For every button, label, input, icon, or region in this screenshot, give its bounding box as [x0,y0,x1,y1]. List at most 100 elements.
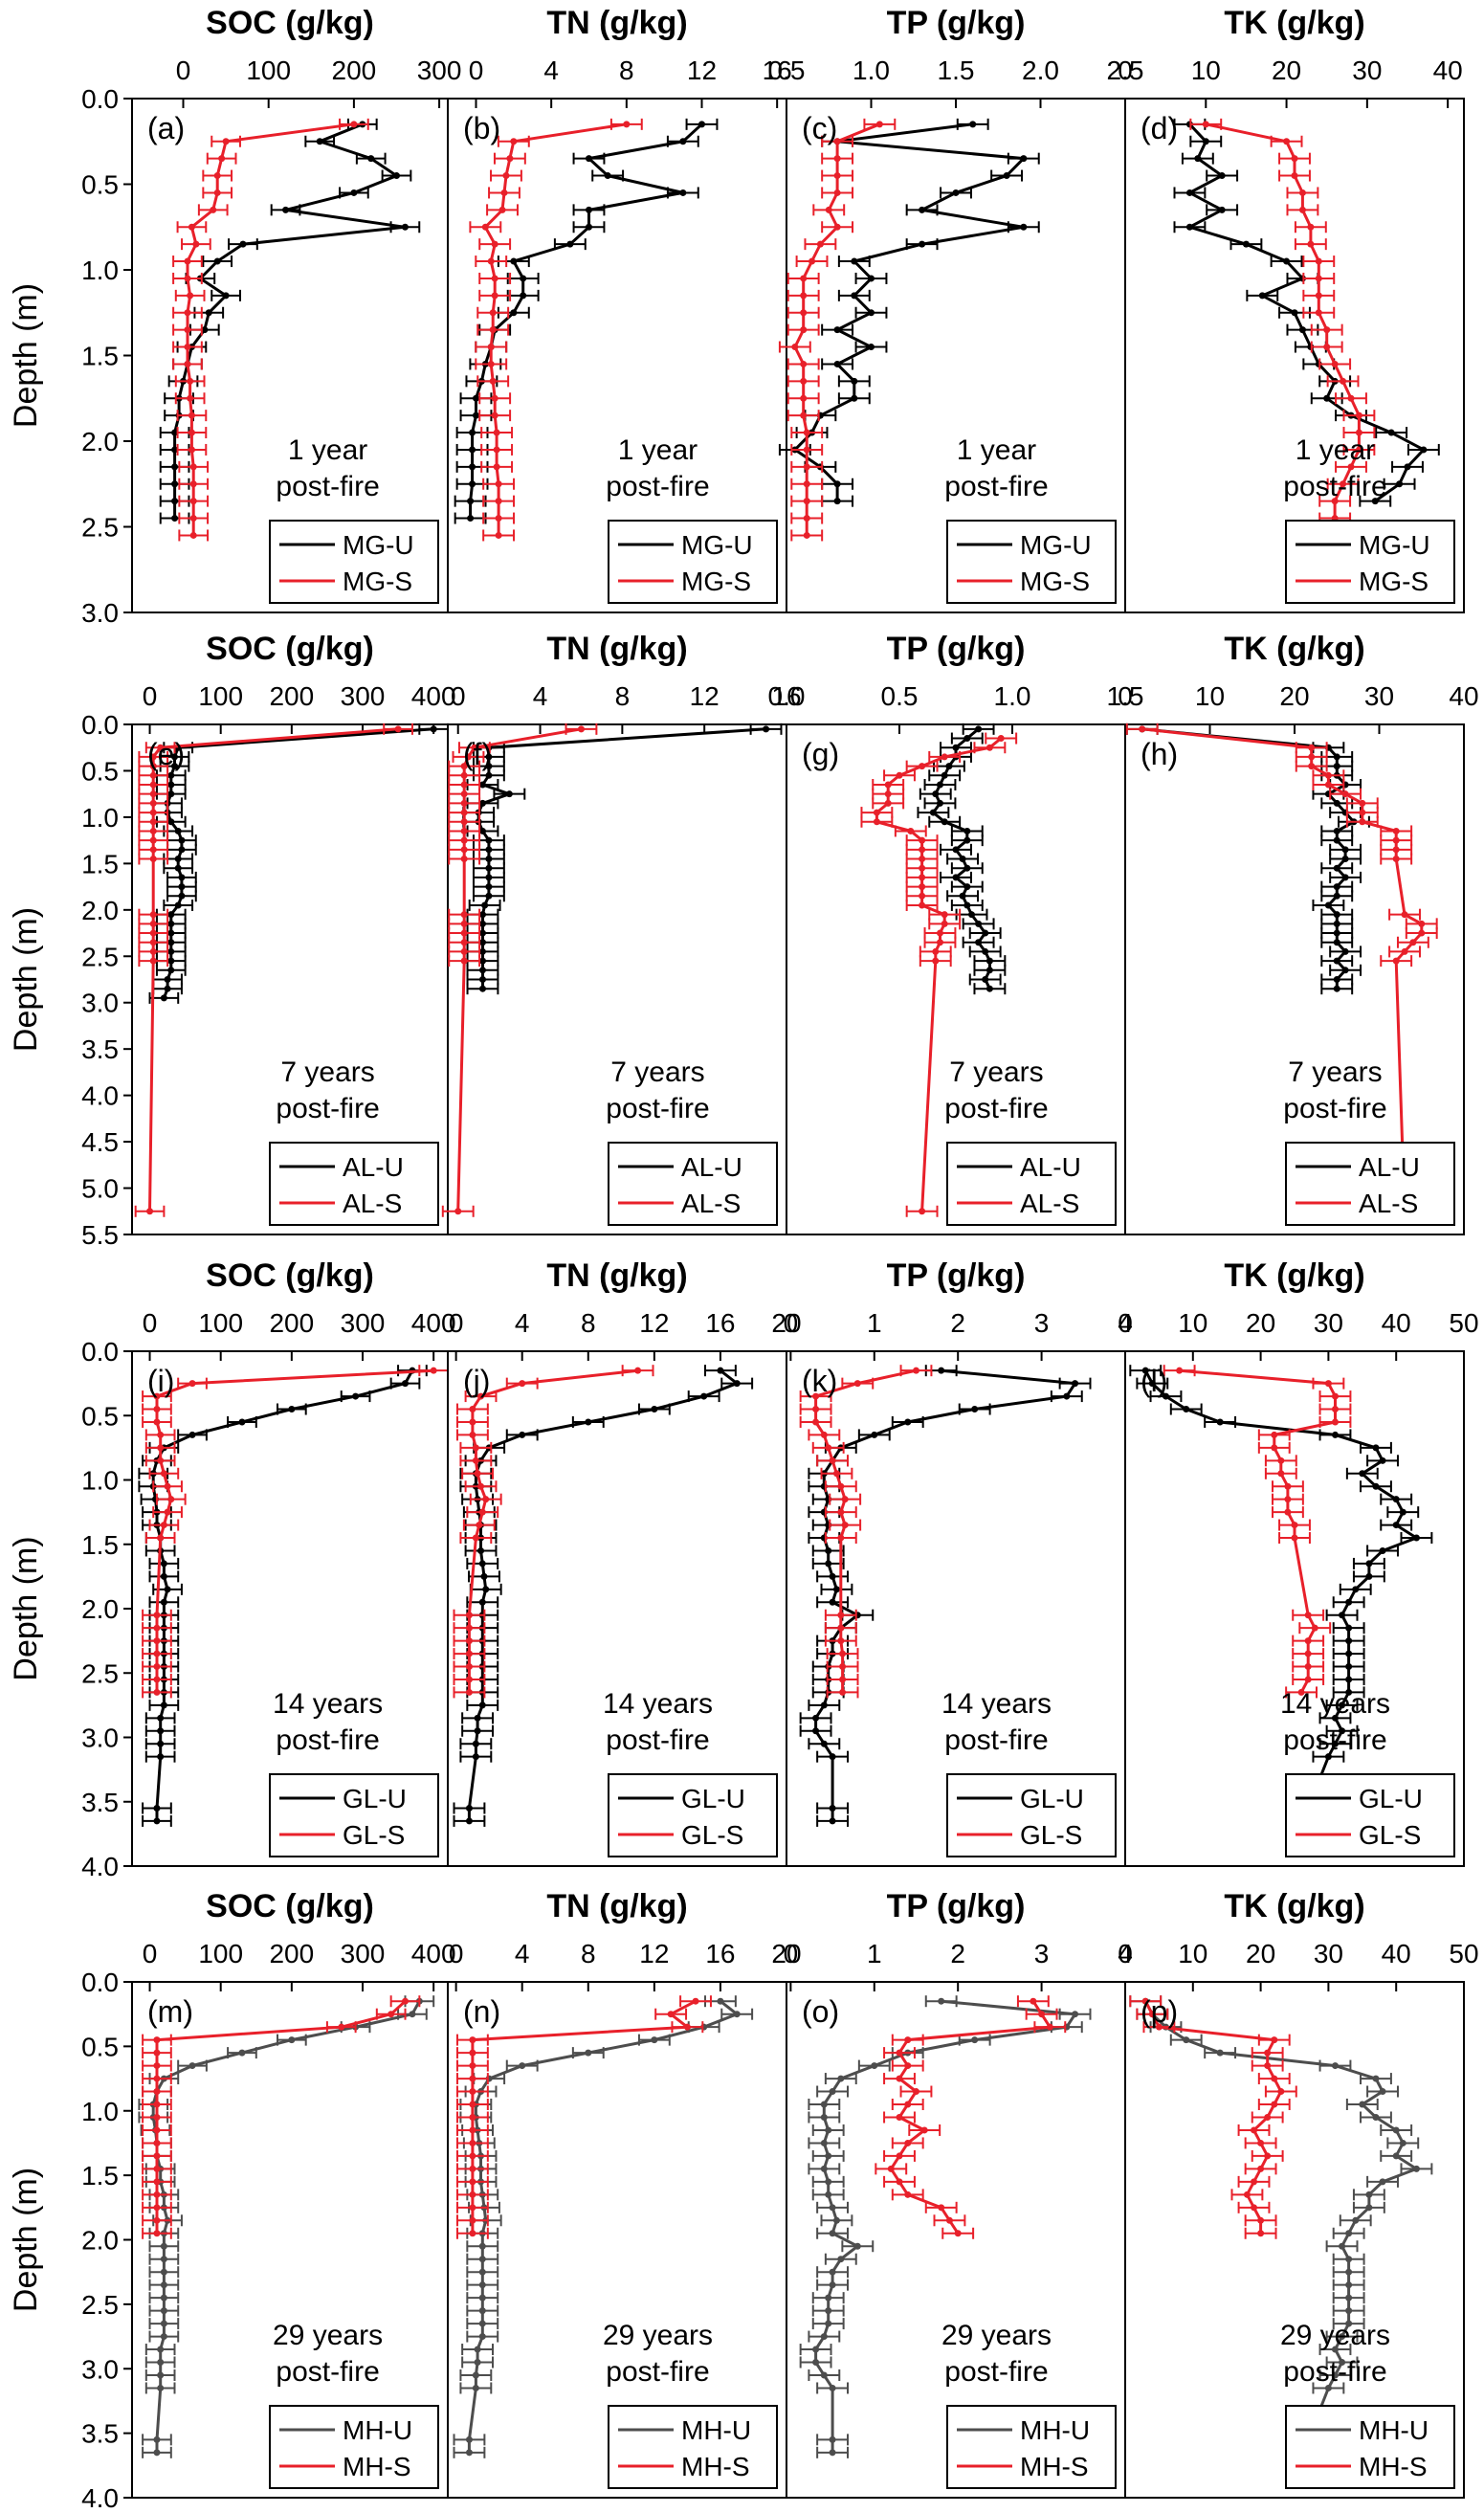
data-point [153,2449,161,2457]
legend-label: MG-S [1020,567,1090,596]
data-point [907,827,915,834]
data-point [932,790,940,798]
data-point [288,1406,296,1413]
x-tick-label: 2.0 [1022,56,1059,85]
legend-box [269,1773,439,1857]
data-point [1298,206,1306,213]
data-point [959,856,966,863]
x-tick-label: 10 [1191,56,1221,85]
data-point [1347,394,1355,402]
data-point [460,911,468,919]
data-point [469,2216,476,2224]
data-point [1392,827,1400,834]
data-point [820,2139,828,2146]
panel-letter: (p) [1141,1994,1178,2029]
series-line [148,727,399,1212]
panel-frame [1124,1981,1465,2499]
data-point [1003,172,1010,180]
data-point [160,2294,167,2302]
data-point [829,1753,836,1761]
series-MG-S [469,118,643,542]
data-point [837,1612,845,1619]
data-point [1308,763,1316,770]
data-point [500,189,508,196]
data-point [1339,2333,1346,2341]
data-point [160,1701,167,1709]
data-point [825,2320,832,2327]
data-point [222,292,230,300]
row-3: Depth (m) 0.0 0.5 1.0 1.5 2.0 2.5 3.0 3.5 4.0 SOC … [8,1257,1479,1881]
data-point [1345,1676,1353,1683]
data-point [963,864,971,872]
y-tick-label: 2.5 [81,513,119,543]
data-point [1355,429,1362,436]
data-point [833,223,841,231]
x-tick-label: 30 [1364,681,1394,711]
legend: GL-U GL-S [608,1773,778,1857]
data-point [210,206,217,213]
data-point [478,957,486,965]
y-tick-label: 3.0 [81,2354,119,2384]
data-point [465,2449,473,2457]
data-point [1345,2230,1353,2237]
data-point [851,292,858,300]
data-point [912,2088,919,2096]
x-tick-label: 16 [705,1939,735,1968]
data-point [1271,2036,1278,2044]
data-point [803,480,810,488]
data-point [651,2036,658,2044]
x-axis-title: TP (g/kg) [887,1888,1026,1924]
x-axis-title: TK (g/kg) [1224,1257,1364,1294]
data-point [1341,790,1349,798]
data-point [153,1624,161,1632]
data-point [472,1740,479,1747]
data-point [187,377,194,385]
data-point [1258,292,1266,300]
annotation-line2: post-fire [276,2356,379,2388]
data-point [430,1367,437,1374]
data-point [832,1586,840,1593]
data-point [873,809,880,816]
data-point [149,799,157,807]
x-tick-label: 20 [1279,681,1309,711]
data-point [157,2384,165,2391]
x-tick-label: 200 [269,1939,314,1968]
y-tick-label: 3.0 [81,598,119,628]
data-point [474,2359,481,2367]
data-point [160,1560,167,1568]
data-point [1218,172,1226,180]
annotation-line1: 14 years [1280,1688,1390,1720]
data-point [478,2268,486,2276]
data-point [184,309,191,317]
data-point [919,206,926,213]
data-point [465,1624,473,1632]
series-MH-S [1129,1995,1297,2239]
panel-letter: (c) [802,111,837,145]
data-point [1264,2062,1272,2070]
y-tick-label: 4.0 [81,1852,119,1881]
data-point [1345,2307,1353,2315]
data-point [1345,2294,1353,2302]
y-tick-label: 4.0 [81,2483,119,2513]
data-point [1331,2371,1339,2379]
data-point [1257,2139,1265,2146]
data-point [833,360,841,367]
data-point [469,2152,476,2160]
data-point [577,725,585,733]
annotation-line2: post-fire [944,1724,1048,1756]
y-tick-label: 1.5 [81,1530,119,1560]
x-tick-label: 0 [1118,681,1133,711]
x-tick-label: 4 [543,56,559,85]
panel-letter: (o) [802,1994,839,2029]
data-point [430,725,437,733]
data-point [837,1637,845,1645]
data-point [1323,394,1331,402]
data-point [478,2242,486,2250]
data-point [184,326,191,334]
data-point [833,498,841,505]
data-point [149,856,157,863]
x-tick-label: 0.0 [768,681,806,711]
legend-box [1285,2405,1455,2489]
data-point [171,463,179,471]
x-tick-label: 1.0 [994,681,1031,711]
